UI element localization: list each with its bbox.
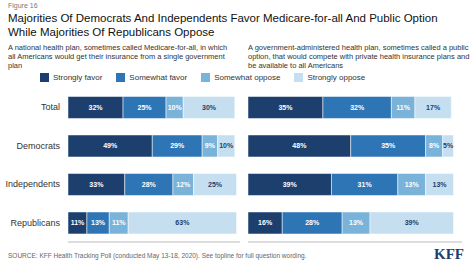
html-text:A government-administered heal: A government-administered health plan, s… [248,43,470,70]
html-text:KFF: KFF [434,246,464,262]
svg-text:12%: 12% [176,181,191,188]
svg-text:32%: 32% [350,104,365,111]
svg-text:28%: 28% [142,181,157,188]
svg-text:25%: 25% [138,104,153,111]
svg-text:10%: 10% [168,104,183,111]
svg-text:29%: 29% [170,142,185,149]
svg-text:16%: 16% [258,219,273,226]
svg-text:Democrats: Democrats [16,141,60,151]
svg-text:8%: 8% [429,142,440,149]
html-text:SOURCE: KFF Health Tracking Po: SOURCE: KFF Health Tracking Poll (conduc… [8,252,307,259]
svg-text:33%: 33% [89,181,104,188]
svg-text:Republicans: Republicans [10,218,60,228]
svg-text:31%: 31% [358,181,373,188]
svg-text:11%: 11% [112,219,126,226]
svg-text:9%: 9% [205,142,216,149]
svg-text:13%: 13% [91,219,106,226]
svg-text:11%: 11% [71,219,85,226]
svg-text:39%: 39% [405,219,420,226]
html-text:A national health plan, someti: A national health plan, sometimes called… [8,43,228,70]
svg-text:11%: 11% [396,104,410,111]
svg-text:39%: 39% [283,181,298,188]
html-text:Strongly oppose: Strongly oppose [307,73,366,82]
svg-text:13%: 13% [433,181,448,188]
html-text:Majorities Of Democrats And In: Majorities Of Democrats And Independents… [8,12,438,38]
svg-text:10%: 10% [219,142,234,149]
html-text:Somewhat oppose: Somewhat oppose [214,73,281,82]
svg-text:35%: 35% [278,104,293,111]
svg-text:13%: 13% [405,181,420,188]
svg-text:63%: 63% [175,219,190,226]
svg-text:49%: 49% [103,142,118,149]
svg-text:5%: 5% [443,142,454,149]
svg-text:32%: 32% [89,104,104,111]
html-text:Strongly favor: Strongly favor [53,73,103,82]
svg-text:17%: 17% [426,104,441,111]
svg-text:28%: 28% [305,219,320,226]
html-text:Somewhat favor: Somewhat favor [129,73,188,82]
svg-text:48%: 48% [292,142,307,149]
svg-text:13%: 13% [349,219,364,226]
html-text:Figure 16: Figure 16 [8,2,38,9]
svg-text:30%: 30% [202,104,217,111]
svg-text:Total: Total [41,102,60,112]
svg-text:25%: 25% [208,181,223,188]
svg-text:Independents: Independents [8,179,60,189]
svg-text:35%: 35% [381,142,396,149]
